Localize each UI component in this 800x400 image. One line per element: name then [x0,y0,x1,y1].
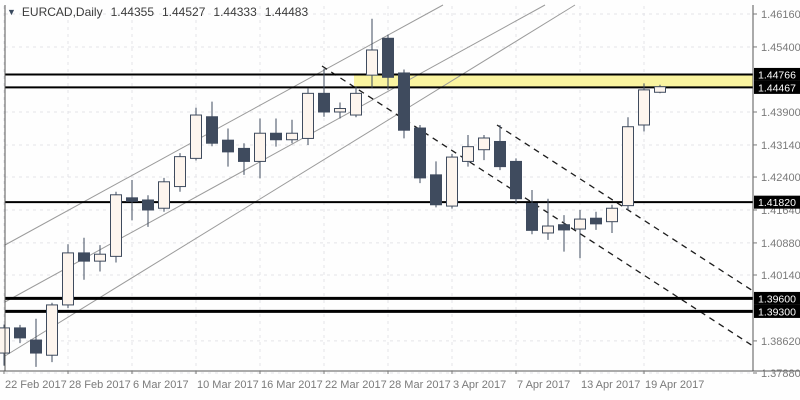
candle-body [398,72,410,131]
price-tag-label: 1.44467 [758,82,796,94]
price-tag [754,304,800,318]
candle-body [510,160,522,200]
candle-body [558,224,570,231]
price-tag-label: 1.44766 [758,69,796,81]
date-tick-label: 10 Mar 2017 [197,379,259,391]
candle-body [14,327,26,339]
candle-body [654,86,666,93]
candle-body [142,199,154,211]
ascending-trend-line[interactable] [4,4,576,357]
price-tick-label: 1.40140 [761,270,800,282]
date-tick-label: 22 Mar 2017 [325,379,387,391]
candle-body [222,139,234,153]
descending-dashed-line[interactable] [496,124,754,292]
candle-body [574,218,586,230]
ohlc-low: 1.44333 [213,5,257,19]
candle-body [206,116,218,144]
candle-body [542,225,554,234]
symbol-timeframe-label: EURCAD,Daily [21,5,103,19]
candle-body [78,252,90,262]
candle-body [302,92,314,139]
candle-body [446,156,458,207]
price-tick-label: 1.42400 [761,172,800,184]
date-tick-label: 7 Apr 2017 [517,379,570,391]
price-tag-label: 1.39300 [758,306,796,318]
candle-body [286,132,298,141]
candle-body [430,174,442,206]
date-tick-label: 3 Apr 2017 [453,379,506,391]
candle-body [494,140,506,168]
price-tag [754,291,800,305]
candle-body [478,137,490,151]
price-tick-label: 1.43900 [761,107,800,119]
price-tick-label: 1.38620 [761,336,800,348]
date-tick-label: 13 Apr 2017 [581,379,640,391]
candle-body [62,252,74,306]
date-tick-label: 28 Mar 2017 [389,379,451,391]
ascending-trend-line[interactable] [4,4,444,246]
candle-body [526,202,538,231]
price-tick-label: 1.45400 [761,42,800,54]
candle-body [190,114,202,159]
date-tick-label: 6 Mar 2017 [133,379,189,391]
date-tick-label: 19 Apr 2017 [645,379,704,391]
candle-body [270,132,282,141]
highlight-band[interactable] [354,74,753,88]
ohlc-open: 1.44355 [110,5,154,19]
candle-body [94,253,106,262]
candle-body [414,127,426,179]
candle-body [382,37,394,78]
candle-body [350,92,362,116]
candle-body [158,181,170,209]
candle-body [110,194,122,257]
candle-body [622,126,634,207]
price-tick-label: 1.46160 [761,9,800,21]
price-tick-label: 1.43140 [761,140,800,152]
candle-body [638,89,650,126]
candle-body [254,132,266,162]
candle-body [174,156,186,188]
candle-body [126,197,138,202]
date-tick-label: 22 Feb 2017 [5,379,67,391]
price-tag [754,195,800,209]
price-tag-label: 1.41820 [758,197,796,209]
candle-body [318,92,330,113]
ascending-trend-line[interactable] [4,4,546,303]
price-tick-label: 1.40880 [761,238,800,250]
price-tag-label: 1.39600 [758,293,796,305]
date-tick-label: 28 Feb 2017 [69,379,131,391]
price-tick-label: 1.37880 [761,368,800,380]
symbol-dropdown-icon[interactable]: ▼ [7,7,16,17]
ohlc-high: 1.44527 [162,5,206,19]
candle-body [590,217,602,225]
price-tag [754,80,800,94]
candle-body [30,339,42,354]
candle-body [606,207,618,223]
ohlc-close: 1.44483 [264,5,309,19]
date-tick-label: 16 Mar 2017 [261,379,323,391]
candle-body [238,147,250,162]
candle-body [46,304,58,356]
price-tag [754,67,800,81]
chart-title: ▼ EURCAD,Daily 1.44355 1.44527 1.44333 1… [7,5,308,19]
candle-body [366,49,378,76]
candle-body [334,108,346,113]
candle-body [462,146,474,162]
